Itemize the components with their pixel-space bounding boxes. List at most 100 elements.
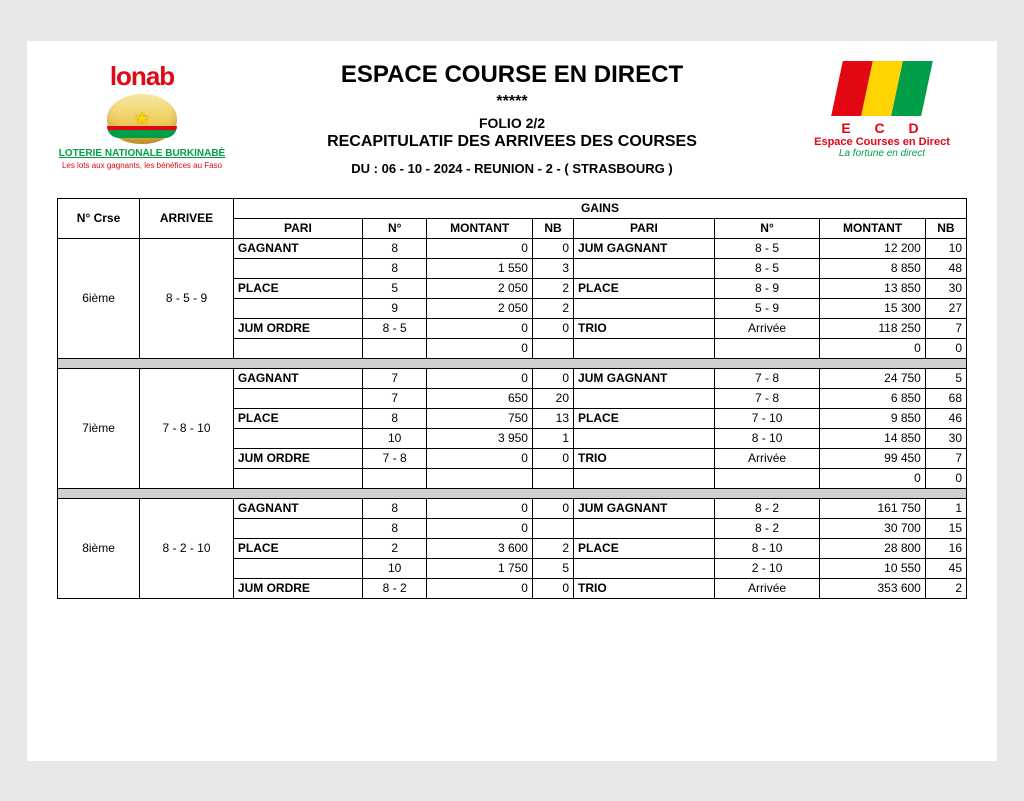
col-n-2: N° <box>714 218 820 238</box>
cell-pari: GAGNANT <box>233 238 362 258</box>
cell-n2: 2 - 10 <box>714 558 820 578</box>
cell-montant: 0 <box>427 578 533 598</box>
cell-pari2 <box>574 338 715 358</box>
cell-montant2: 8 850 <box>820 258 926 278</box>
cell-montant: 0 <box>427 318 533 338</box>
cell-pari2: PLACE <box>574 538 715 558</box>
cell-montant2: 161 750 <box>820 498 926 518</box>
cell-pari: GAGNANT <box>233 498 362 518</box>
cell-montant2: 30 700 <box>820 518 926 538</box>
cell-pari: JUM ORDRE <box>233 318 362 338</box>
col-crse: N° Crse <box>58 198 140 238</box>
cell-n: 7 <box>362 368 427 388</box>
cell-n: 8 <box>362 498 427 518</box>
cell-montant2: 9 850 <box>820 408 926 428</box>
cell-montant2: 118 250 <box>820 318 926 338</box>
cell-n2: 7 - 10 <box>714 408 820 428</box>
ecd-letters: E C D <box>803 120 967 136</box>
cell-nb: 0 <box>532 318 573 338</box>
cell-nb2: 48 <box>925 258 966 278</box>
cell-montant: 2 050 <box>427 278 533 298</box>
cell-n <box>362 468 427 488</box>
cell-n: 8 <box>362 518 427 538</box>
cell-n2: 8 - 2 <box>714 518 820 538</box>
stars: ***** <box>227 93 797 111</box>
cell-pari <box>233 388 362 408</box>
cell-montant2: 12 200 <box>820 238 926 258</box>
cell-nb2: 30 <box>925 278 966 298</box>
cell-n <box>362 338 427 358</box>
cell-n2: 8 - 10 <box>714 538 820 558</box>
cell-n: 2 <box>362 538 427 558</box>
dateline: DU : 06 - 10 - 2024 - REUNION - 2 - ( ST… <box>227 161 797 176</box>
cell-n2 <box>714 338 820 358</box>
cell-n2: 7 - 8 <box>714 368 820 388</box>
cell-pari <box>233 558 362 578</box>
cell-n: 8 <box>362 408 427 428</box>
col-pari-2: PARI <box>574 218 715 238</box>
table-row: 8ième8 - 2 - 10GAGNANT800JUM GAGNANT8 - … <box>58 498 967 518</box>
cell-n: 10 <box>362 428 427 448</box>
cell-n2: Arrivée <box>714 318 820 338</box>
col-nb-1: NB <box>532 218 573 238</box>
cell-montant: 0 <box>427 498 533 518</box>
cell-n2: 5 - 9 <box>714 298 820 318</box>
lonab-sub: LOTERIE NATIONALE BURKINABÈ <box>57 148 227 159</box>
table-row: 6ième8 - 5 - 9GAGNANT800JUM GAGNANT8 - 5… <box>58 238 967 258</box>
cell-nb: 3 <box>532 258 573 278</box>
cell-arrivee: 8 - 5 - 9 <box>140 238 234 358</box>
cell-n: 8 - 2 <box>362 578 427 598</box>
cell-pari2: TRIO <box>574 448 715 468</box>
cell-pari2: PLACE <box>574 278 715 298</box>
cell-nb: 0 <box>532 448 573 468</box>
cell-nb2: 0 <box>925 468 966 488</box>
cell-pari2: TRIO <box>574 578 715 598</box>
cell-pari2 <box>574 258 715 278</box>
cell-montant: 1 750 <box>427 558 533 578</box>
cell-montant: 650 <box>427 388 533 408</box>
cell-nb: 13 <box>532 408 573 428</box>
separator-row <box>58 358 967 368</box>
cell-n2 <box>714 468 820 488</box>
title-block: ESPACE COURSE EN DIRECT ***** FOLIO 2/2 … <box>227 61 797 188</box>
cell-montant2: 28 800 <box>820 538 926 558</box>
cell-n: 8 - 5 <box>362 318 427 338</box>
cell-montant: 0 <box>427 368 533 388</box>
cell-montant2: 6 850 <box>820 388 926 408</box>
col-montant-2: MONTANT <box>820 218 926 238</box>
cell-nb: 0 <box>532 238 573 258</box>
cell-n2: Arrivée <box>714 448 820 468</box>
cell-pari2 <box>574 298 715 318</box>
cell-montant: 0 <box>427 238 533 258</box>
cell-n: 9 <box>362 298 427 318</box>
cell-nb2: 68 <box>925 388 966 408</box>
ecd-tag: La fortune en direct <box>797 148 967 159</box>
cell-n: 7 <box>362 388 427 408</box>
cell-pari <box>233 428 362 448</box>
cell-nb2: 1 <box>925 498 966 518</box>
cell-nb: 2 <box>532 298 573 318</box>
subtitle: RECAPITULATIF DES ARRIVEES DES COURSES <box>227 133 797 151</box>
table-body: 6ième8 - 5 - 9GAGNANT800JUM GAGNANT8 - 5… <box>58 238 967 598</box>
cell-n: 7 - 8 <box>362 448 427 468</box>
cell-pari2: PLACE <box>574 408 715 428</box>
cell-montant2: 353 600 <box>820 578 926 598</box>
cell-n: 5 <box>362 278 427 298</box>
cell-nb: 0 <box>532 498 573 518</box>
cell-nb2: 7 <box>925 318 966 338</box>
cell-montant2: 13 850 <box>820 278 926 298</box>
cell-montant2: 14 850 <box>820 428 926 448</box>
header: lonab LOTERIE NATIONALE BURKINABÈ Les lo… <box>57 61 967 188</box>
cell-nb2: 27 <box>925 298 966 318</box>
lonab-tag: Les lots aux gagnants, les bénéfices au … <box>57 161 227 170</box>
separator-cell <box>58 488 967 498</box>
cell-n: 8 <box>362 238 427 258</box>
cell-montant: 3 950 <box>427 428 533 448</box>
cell-pari2: JUM GAGNANT <box>574 498 715 518</box>
separator-cell <box>58 358 967 368</box>
ecd-sub: Espace Courses en Direct <box>797 136 967 148</box>
cell-n2: 7 - 8 <box>714 388 820 408</box>
cell-n2: Arrivée <box>714 578 820 598</box>
lonab-brand: lonab <box>57 61 227 92</box>
cell-crse: 6ième <box>58 238 140 358</box>
